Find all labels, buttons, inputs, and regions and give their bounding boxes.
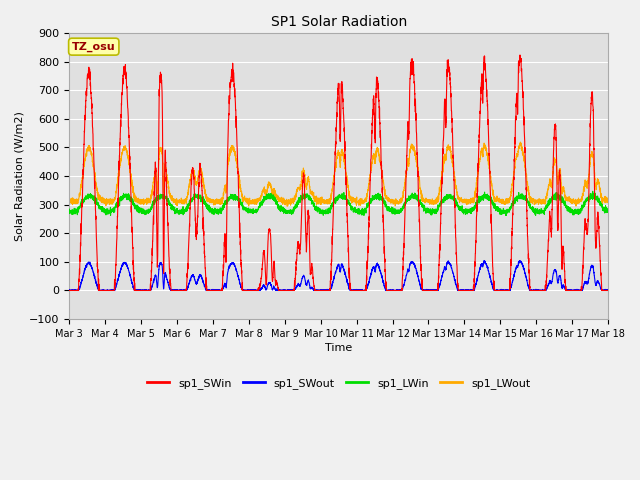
sp1_LWin: [162, 196, 170, 202]
sp1_LWout: [65, 196, 73, 202]
sp1_LWin: [319, 210, 326, 216]
sp1_LWout: [604, 199, 612, 204]
sp1_LWout: [284, 204, 291, 209]
sp1_SWout: [65, 287, 73, 292]
sp1_SWout: [604, 287, 612, 293]
sp1_SWout: [604, 288, 611, 293]
sp1_LWin: [589, 189, 596, 194]
X-axis label: Time: Time: [325, 343, 352, 353]
Line: sp1_LWin: sp1_LWin: [69, 192, 608, 216]
sp1_LWout: [604, 198, 611, 204]
sp1_SWout: [460, 288, 467, 293]
sp1_LWin: [65, 210, 73, 216]
sp1_LWin: [604, 209, 612, 215]
sp1_SWin: [162, 167, 170, 172]
sp1_LWout: [162, 168, 170, 174]
sp1_SWout: [319, 287, 326, 293]
sp1_LWin: [532, 213, 540, 218]
sp1_SWin: [65, 288, 73, 293]
sp1_SWout: [66, 288, 74, 293]
sp1_LWout: [429, 200, 437, 205]
sp1_SWout: [490, 287, 498, 293]
sp1_SWin: [516, 52, 524, 58]
sp1_SWin: [460, 288, 467, 293]
sp1_SWout: [163, 275, 170, 280]
sp1_SWin: [604, 288, 612, 293]
sp1_SWin: [490, 285, 498, 290]
sp1_SWout: [429, 288, 437, 293]
sp1_LWout: [490, 193, 498, 199]
sp1_SWin: [429, 288, 437, 293]
sp1_SWin: [604, 288, 611, 293]
sp1_LWin: [429, 210, 437, 216]
Line: sp1_SWout: sp1_SWout: [69, 261, 608, 290]
sp1_LWout: [516, 139, 524, 145]
Line: sp1_SWin: sp1_SWin: [69, 55, 608, 290]
Y-axis label: Solar Radiation (W/m2): Solar Radiation (W/m2): [15, 111, 25, 241]
sp1_SWout: [481, 258, 488, 264]
sp1_SWin: [319, 288, 326, 293]
Text: TZ_osu: TZ_osu: [72, 42, 116, 52]
Legend: sp1_SWin, sp1_SWout, sp1_LWin, sp1_LWout: sp1_SWin, sp1_SWout, sp1_LWin, sp1_LWout: [143, 374, 535, 394]
sp1_LWin: [604, 208, 611, 214]
sp1_LWin: [460, 207, 467, 213]
sp1_LWout: [319, 197, 326, 203]
sp1_LWout: [460, 199, 467, 205]
sp1_LWin: [490, 203, 498, 208]
Line: sp1_LWout: sp1_LWout: [69, 142, 608, 206]
Title: SP1 Solar Radiation: SP1 Solar Radiation: [271, 15, 407, 29]
